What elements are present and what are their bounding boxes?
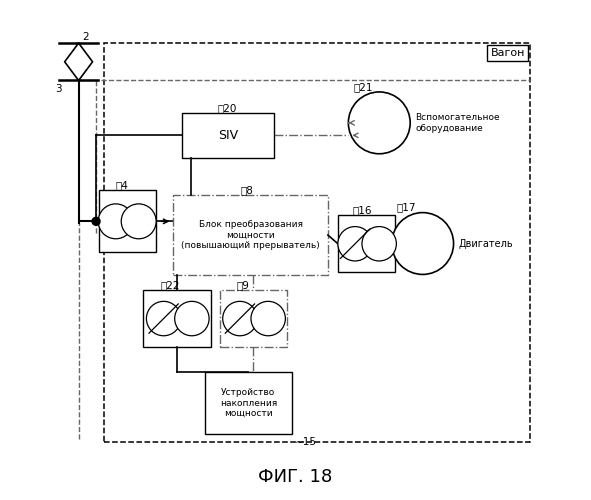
Circle shape: [392, 212, 453, 274]
Text: ⎷21: ⎷21: [353, 82, 373, 92]
Circle shape: [223, 302, 257, 336]
Text: 2: 2: [82, 32, 89, 42]
Text: Блок преобразования
мощности
(повышающий прерыватель): Блок преобразования мощности (повышающий…: [181, 220, 320, 250]
Text: ⎷20: ⎷20: [218, 103, 238, 113]
Circle shape: [251, 302, 285, 336]
Circle shape: [175, 302, 209, 336]
Circle shape: [98, 204, 133, 239]
Bar: [144, 290, 211, 347]
Circle shape: [92, 218, 100, 226]
Circle shape: [348, 92, 410, 154]
Bar: [99, 190, 156, 252]
Text: ∼15: ∼15: [294, 437, 317, 447]
Circle shape: [362, 226, 397, 261]
Text: Двигатель: Двигатель: [459, 238, 513, 248]
Text: ⎷22: ⎷22: [160, 280, 180, 290]
Bar: [182, 113, 274, 158]
Text: ⎷8: ⎷8: [241, 185, 254, 195]
Bar: [173, 195, 328, 275]
Text: Вспомогательное
оборудование: Вспомогательное оборудование: [415, 113, 500, 132]
Bar: [204, 372, 292, 434]
Bar: [338, 215, 395, 272]
Text: ⎷16: ⎷16: [352, 205, 372, 215]
Bar: [220, 290, 287, 347]
Text: ФИГ. 18: ФИГ. 18: [258, 468, 333, 486]
Text: ⎷4: ⎷4: [116, 180, 129, 190]
Circle shape: [147, 302, 181, 336]
Circle shape: [338, 226, 372, 261]
Circle shape: [121, 204, 156, 239]
Text: 3: 3: [56, 84, 62, 94]
Text: ⎷9: ⎷9: [236, 280, 249, 290]
Bar: [103, 43, 530, 442]
Text: Устройство
накопления
мощности: Устройство накопления мощности: [220, 388, 277, 418]
Text: Вагон: Вагон: [491, 48, 525, 58]
Text: ⎷17: ⎷17: [397, 202, 416, 212]
Text: SIV: SIV: [218, 129, 238, 142]
